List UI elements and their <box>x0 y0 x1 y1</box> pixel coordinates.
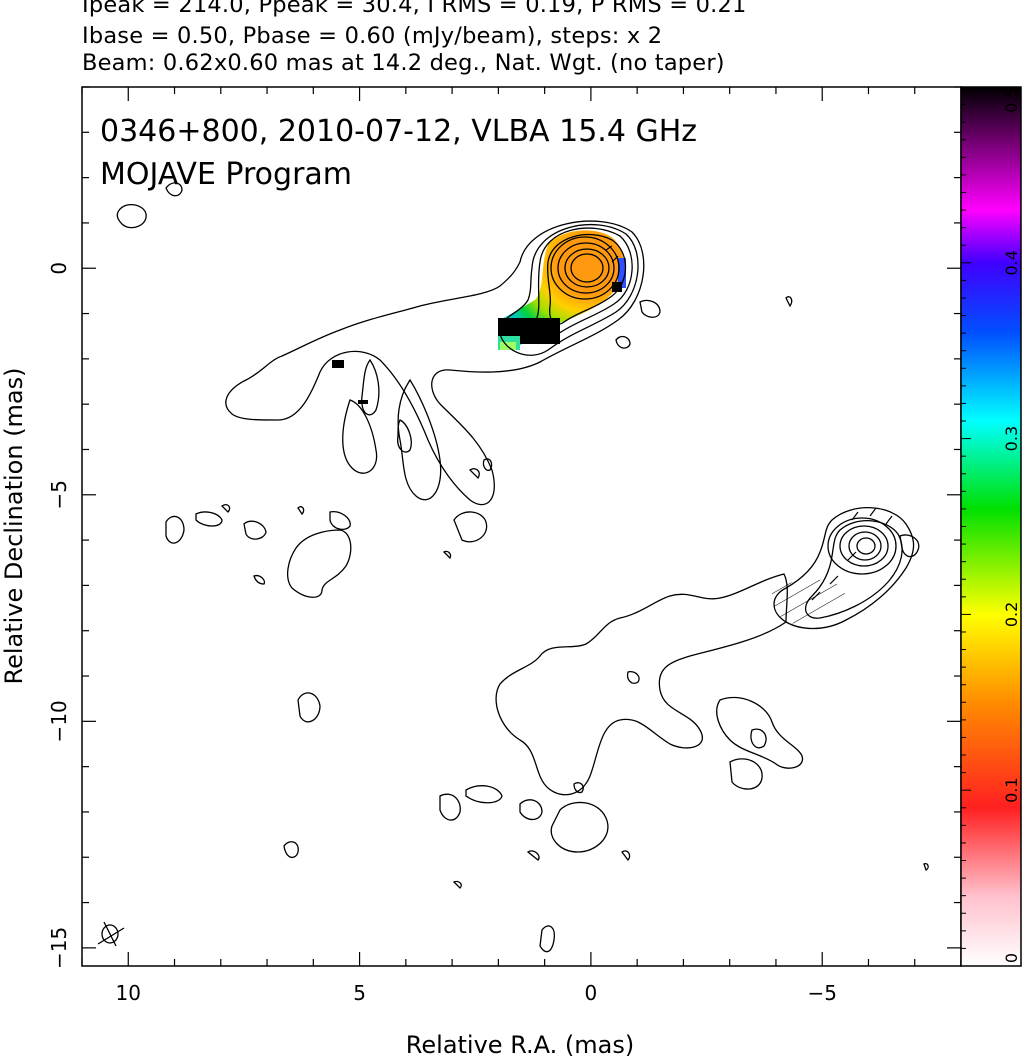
colorbar-tick-label: 0.4 <box>1002 250 1021 275</box>
y-tick-label: −5 <box>47 480 71 509</box>
header-peak-rms: Ipeak = 214.0, Ppeak = 30.4, I RMS = 0.1… <box>82 0 747 18</box>
y-tick-label: −15 <box>47 927 71 969</box>
y-axis-label: Relative Declination (mas) <box>0 367 28 684</box>
colorbar-tick-label: 0.1 <box>1002 777 1021 802</box>
chart-title: 0346+800, 2010-07-12, VLBA 15.4 GHz <box>100 114 697 149</box>
beam-ellipse-marker <box>97 921 125 947</box>
header-beam-info: Beam: 0.62x0.60 mas at 14.2 deg., Nat. W… <box>82 50 725 76</box>
x-tick-label: 0 <box>585 981 598 1005</box>
x-axis-label: Relative R.A. (mas) <box>406 1031 634 1059</box>
polarization-vectors <box>605 245 893 601</box>
colorbar <box>960 86 1022 967</box>
header-base-levels: Ibase = 0.50, Pbase = 0.60 (mJy/beam), s… <box>82 23 663 49</box>
y-tick-label: −10 <box>47 700 71 742</box>
hatched-region <box>771 579 846 625</box>
y-tick-label: 0 <box>47 262 71 275</box>
polarization-color-map <box>332 230 626 404</box>
colorbar-tick-label: 0.2 <box>1002 602 1021 627</box>
colorbar-tick-label: 0.5 <box>1002 87 1021 112</box>
colorbar-tick-label: 0.3 <box>1002 426 1021 451</box>
colorbar-tick-label: 0 <box>1002 953 1021 963</box>
axis-tick-marks <box>81 86 962 966</box>
x-tick-label: −5 <box>807 981 836 1005</box>
intensity-contours <box>116 182 929 953</box>
chart-subtitle: MOJAVE Program <box>100 157 352 192</box>
x-tick-label: 10 <box>116 981 141 1005</box>
x-tick-label: 5 <box>353 981 366 1005</box>
